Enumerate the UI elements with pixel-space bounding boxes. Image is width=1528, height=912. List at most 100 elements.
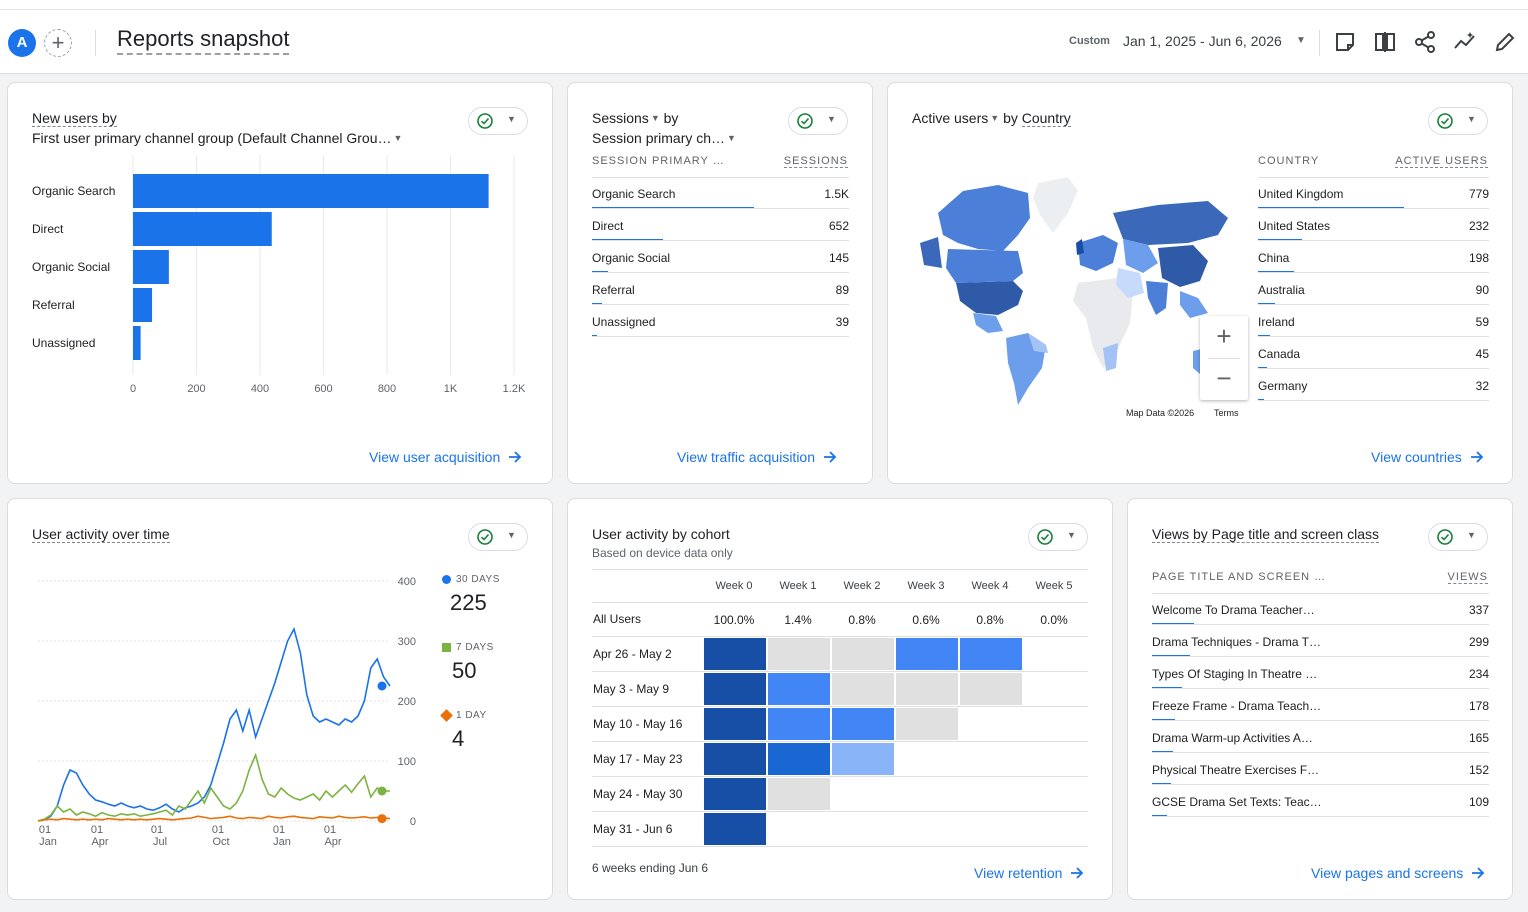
insights-icon[interactable]	[1453, 30, 1477, 54]
cohort-cell[interactable]	[832, 673, 894, 705]
series-line-7-days[interactable]	[37, 752, 390, 822]
cohort-cell[interactable]	[896, 673, 958, 705]
sessions-metric-label[interactable]: Sessions	[592, 110, 649, 126]
sessions-dimension-label[interactable]: Session primary ch…	[592, 130, 726, 146]
user-activity-title-text[interactable]: User activity over time	[32, 526, 170, 543]
cohort-cell[interactable]	[768, 778, 830, 810]
view-user-acquisition-text[interactable]: View user acquisition	[369, 449, 501, 465]
cohort-cell[interactable]	[768, 673, 830, 705]
cohort-cell[interactable]	[960, 673, 1022, 705]
table-row-label[interactable]: Unassigned	[592, 315, 656, 329]
card-status-menu[interactable]: ▼	[468, 523, 528, 551]
table-row-label[interactable]: United Kingdom	[1258, 187, 1344, 201]
add-comparison-button[interactable]: +	[44, 29, 72, 57]
view-countries-text[interactable]: View countries	[1371, 449, 1462, 465]
table-row-label[interactable]: Organic Social	[592, 251, 671, 265]
cohort-cell[interactable]	[832, 708, 894, 740]
new-users-card-title[interactable]: New users by	[32, 108, 117, 128]
cohort-cell[interactable]	[960, 638, 1022, 670]
world-map[interactable]	[918, 173, 1258, 413]
bar-referral[interactable]	[133, 288, 153, 322]
table-row-label[interactable]: Germany	[1258, 379, 1308, 393]
countries-card-title[interactable]: Active users ▼ by Country	[912, 108, 1071, 128]
sessions-card-title[interactable]: Sessions ▼ by	[592, 108, 678, 128]
cohort-cell[interactable]	[704, 673, 766, 705]
countries-dimension-label[interactable]: Country	[1021, 110, 1071, 127]
bar-organic-search[interactable]	[133, 174, 489, 208]
countries-col-header-dimension[interactable]: COUNTRY	[1258, 155, 1320, 167]
zoom-out-button[interactable]: −	[1216, 363, 1232, 393]
table-row-label[interactable]: Welcome To Drama Teacher…	[1152, 603, 1315, 617]
table-row-label[interactable]: Types Of Staging In Theatre …	[1152, 667, 1318, 681]
new-users-dimension-label[interactable]: First user primary channel group (Defaul…	[32, 130, 392, 146]
share-icon[interactable]	[1413, 30, 1437, 54]
table-row-label[interactable]: Freeze Frame - Drama Teach…	[1152, 699, 1322, 713]
new-users-dimension-selector[interactable]: First user primary channel group (Defaul…	[32, 128, 402, 148]
annotation-icon[interactable]	[1333, 30, 1357, 54]
table-row-label[interactable]: China	[1258, 251, 1290, 265]
compare-icon[interactable]	[1373, 30, 1397, 54]
bar-direct[interactable]	[133, 212, 272, 246]
view-traffic-acquisition-link[interactable]: View traffic acquisition	[677, 449, 837, 465]
pages-col-header-dimension[interactable]: PAGE TITLE AND SCREEN …	[1152, 571, 1327, 583]
map-terms-link[interactable]: Terms	[1214, 408, 1239, 418]
cohort-cell[interactable]	[768, 743, 830, 775]
cohort-cell[interactable]	[704, 708, 766, 740]
table-row-label[interactable]: Ireland	[1258, 315, 1295, 329]
new-users-title-metric[interactable]: New users by	[32, 110, 117, 127]
edit-icon[interactable]	[1493, 30, 1517, 54]
metric-dropdown-icon[interactable]: ▼	[990, 113, 1000, 123]
cohort-cell[interactable]	[832, 743, 894, 775]
dimension-dropdown-icon[interactable]: ▼	[393, 133, 403, 143]
card-status-menu[interactable]: ▼	[1428, 523, 1488, 551]
table-row-label[interactable]: Physical Theatre Exercises F…	[1152, 763, 1320, 777]
cohort-cell[interactable]	[768, 638, 830, 670]
cohort-cell[interactable]	[832, 638, 894, 670]
cohort-cell[interactable]	[896, 708, 958, 740]
dimension-dropdown-icon[interactable]: ▼	[727, 133, 736, 143]
countries-metric-label[interactable]: Active users	[912, 110, 989, 126]
cohort-cell[interactable]	[768, 708, 830, 740]
pages-title[interactable]: Views by Page title and screen class	[1152, 524, 1379, 544]
table-row-label[interactable]: Direct	[592, 219, 624, 233]
view-pages-link[interactable]: View pages and screens	[1311, 865, 1485, 881]
table-row-label[interactable]: GCSE Drama Set Texts: Teac…	[1152, 795, 1322, 809]
sessions-col-header-metric[interactable]: SESSIONS	[783, 155, 848, 168]
series-endpoint-marker[interactable]	[377, 681, 387, 691]
cohort-cell[interactable]	[704, 743, 766, 775]
table-row-label[interactable]: Organic Search	[592, 187, 676, 201]
table-row-label[interactable]: Drama Warm-up Activities A…	[1152, 731, 1313, 745]
date-range-picker[interactable]: Jan 1, 2025 - Jun 6, 2026	[1123, 33, 1282, 49]
table-row-label[interactable]: Referral	[592, 283, 635, 297]
table-row-label[interactable]: Canada	[1258, 347, 1301, 361]
user-activity-title[interactable]: User activity over time	[32, 524, 170, 544]
card-status-menu[interactable]: ▼	[1428, 107, 1488, 135]
cohort-cell[interactable]	[704, 638, 766, 670]
table-row-label[interactable]: Drama Techniques - Drama T…	[1152, 635, 1321, 649]
metric-dropdown-icon[interactable]: ▼	[650, 113, 660, 123]
sessions-dimension-selector[interactable]: Session primary ch… ▼	[592, 128, 736, 148]
countries-col-header-metric[interactable]: ACTIVE USERS	[1395, 155, 1488, 168]
bar-unassigned[interactable]	[133, 326, 141, 360]
series-endpoint-marker[interactable]	[377, 786, 387, 796]
series-line-30-days[interactable]	[37, 626, 391, 822]
table-row-label[interactable]: United States	[1258, 219, 1331, 233]
card-status-menu[interactable]: ▼	[468, 107, 528, 135]
view-retention-text[interactable]: View retention	[974, 865, 1063, 881]
view-user-acquisition-link[interactable]: View user acquisition	[369, 449, 522, 465]
bar-organic-social[interactable]	[133, 250, 169, 284]
series-line-1-day[interactable]	[37, 815, 391, 822]
cohort-cell[interactable]	[704, 813, 766, 845]
date-range-dropdown-icon[interactable]: ▼	[1296, 35, 1306, 46]
pages-title-text[interactable]: Views by Page title and screen class	[1152, 526, 1379, 543]
comparison-avatar[interactable]: A	[8, 29, 36, 57]
series-endpoint-marker[interactable]	[377, 814, 387, 824]
zoom-in-button[interactable]: +	[1216, 321, 1232, 351]
pages-col-header-metric[interactable]: VIEWS	[1447, 571, 1488, 584]
card-status-menu[interactable]: ▼	[1028, 523, 1088, 551]
view-retention-link[interactable]: View retention	[974, 865, 1084, 881]
card-status-menu[interactable]: ▼	[788, 107, 848, 135]
view-traffic-acquisition-text[interactable]: View traffic acquisition	[677, 449, 815, 465]
cohort-cell[interactable]	[704, 778, 766, 810]
view-countries-link[interactable]: View countries	[1371, 449, 1484, 465]
